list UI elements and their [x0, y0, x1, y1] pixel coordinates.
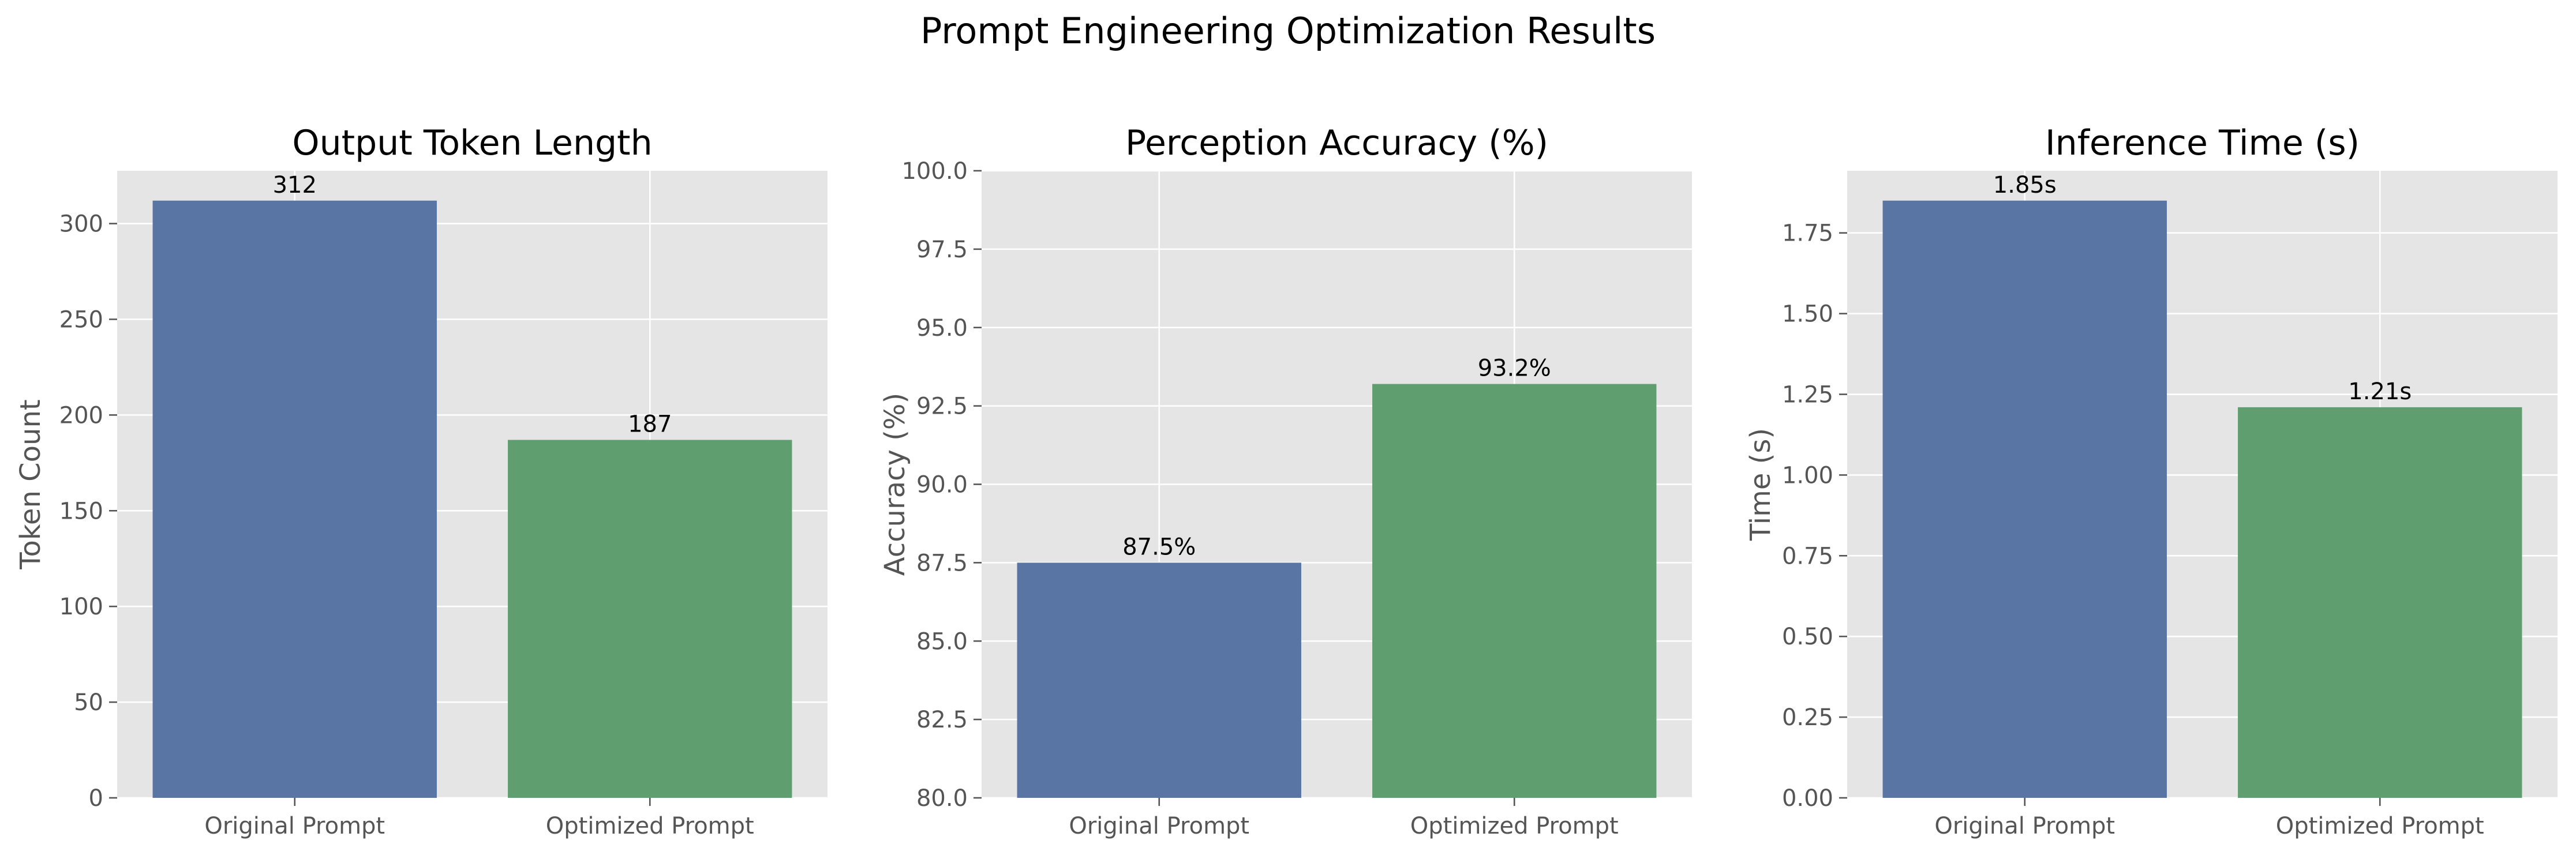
data-label-optimized: 1.21s — [2348, 378, 2412, 405]
x-tick-label: Original Prompt — [1934, 813, 2115, 839]
y-tick-label: 0.50 — [1782, 624, 1833, 650]
chart-panel-3: 1.85s 1.21s 0.00 0.25 0.50 0.75 1.00 1.25 1.50 1.… — [1744, 123, 2558, 839]
y-tick-label: 92.5 — [916, 393, 968, 420]
y-tick-label: 0.75 — [1782, 543, 1833, 569]
x-tick-label: Original Prompt — [204, 813, 385, 839]
y-tick-label: 200 — [59, 402, 103, 429]
y-tick-label: 1.00 — [1782, 462, 1833, 489]
y-axis-label: Time (s) — [1744, 428, 1777, 541]
y-tick-label: 90.0 — [916, 472, 968, 498]
bar-optimized — [1372, 384, 1657, 798]
data-label-optimized: 93.2% — [1478, 355, 1551, 382]
y-tick-label: 0.00 — [1782, 785, 1833, 812]
y-tick-label: 85.0 — [916, 628, 968, 655]
x-tick-label: Original Prompt — [1069, 813, 1249, 839]
data-label-optimized: 187 — [628, 411, 672, 438]
y-tick-label: 82.5 — [916, 707, 968, 733]
y-tick-label: 300 — [59, 211, 103, 238]
bar-optimized — [508, 440, 792, 798]
y-tick-label: 250 — [59, 306, 103, 333]
bar-original — [1882, 200, 2167, 798]
y-tick-label: 87.5 — [916, 550, 968, 576]
y-tick-label: 95.0 — [916, 315, 968, 342]
chart-panel-1: 312 187 0 50 100 150 200 250 300 Original Prompt O… — [14, 123, 828, 839]
x-tick-label: Optimized Prompt — [546, 813, 754, 839]
y-tick-label: 0.25 — [1782, 704, 1833, 731]
y-tick-label: 1.50 — [1782, 301, 1833, 328]
chart-title: Output Token Length — [292, 123, 652, 163]
bar-original — [152, 200, 437, 798]
chart-panel-2: 87.5% 93.2% 80.0 82.5 85.0 87.5 90.0 92.5 95.0 97… — [879, 123, 1692, 839]
chart-title: Perception Accuracy (%) — [1125, 123, 1548, 163]
data-label-original: 1.85s — [1993, 172, 2057, 198]
y-tick-label: 100.0 — [901, 158, 968, 185]
data-label-original: 312 — [273, 172, 317, 198]
y-axis-label: Accuracy (%) — [879, 393, 911, 576]
data-label-original: 87.5% — [1122, 534, 1196, 560]
figure-title: Prompt Engineering Optimization Results — [920, 10, 1656, 52]
chart-title: Inference Time (s) — [2045, 123, 2360, 163]
x-tick-label: Optimized Prompt — [1410, 813, 1619, 839]
bar-original — [1017, 562, 1301, 798]
y-tick-label: 97.5 — [916, 237, 968, 263]
y-tick-label: 150 — [59, 498, 103, 524]
bar-optimized — [2238, 407, 2522, 798]
y-tick-label: 1.25 — [1782, 382, 1833, 408]
y-axis-label: Token Count — [14, 399, 47, 569]
x-tick-label: Optimized Prompt — [2276, 813, 2484, 839]
y-tick-label: 100 — [59, 594, 103, 620]
y-tick-label: 50 — [74, 689, 103, 716]
y-tick-label: 80.0 — [916, 785, 968, 812]
y-tick-label: 1.75 — [1782, 220, 1833, 247]
y-tick-label: 0 — [89, 785, 103, 812]
